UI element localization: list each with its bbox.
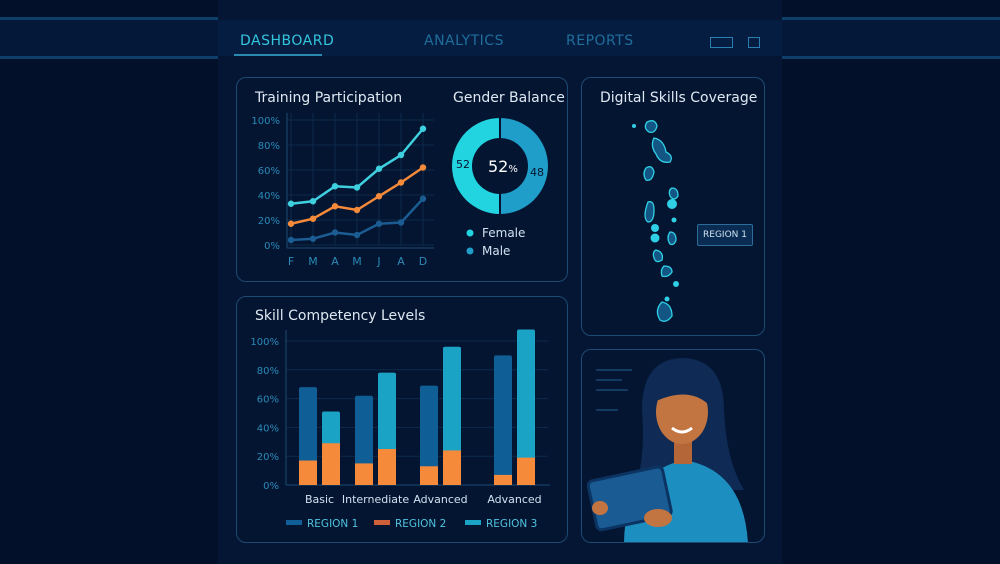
bar-region1 [420,385,438,485]
active-tab-indicator [234,54,322,56]
bar-region1 [494,355,512,485]
data-point [287,200,295,207]
data-point [419,164,427,171]
x-tick-label: M [352,255,362,268]
legend-male: Male [482,244,511,258]
map-card: Digital Skills Coverage REGION 1 [581,77,765,336]
data-point [309,235,317,242]
data-point [353,231,361,239]
bar-region2 [299,460,317,485]
y-tick-label: 20% [258,216,280,227]
data-point [287,220,295,227]
x-tick-label: J [376,255,380,268]
data-point [353,184,361,191]
y-tick-label: 80% [257,366,279,377]
gender-title: Gender Balance [453,90,565,106]
x-tick-label: A [397,255,405,268]
x-tick-label: F [288,255,294,268]
bar-region1 [355,395,373,485]
skills-title: Skill Competency Levels [255,308,426,324]
data-point [375,165,383,172]
y-tick-label: 40% [257,423,279,434]
bar-region2 [517,457,535,485]
data-point [375,193,383,200]
x-tick-label: M [308,255,318,268]
male-value: 48 [530,166,544,179]
data-point [331,183,339,190]
data-point [287,236,295,244]
category-label: Advanced [413,493,467,506]
legend-swatch [286,520,302,525]
y-tick-label: 100% [250,337,279,348]
y-tick-label: 60% [258,166,280,177]
tab-reports[interactable]: REPORTS [566,33,634,49]
tab-analytics[interactable]: ANALYTICS [424,33,504,49]
category-label: Internediate [342,493,409,506]
bar-region3 [517,329,535,485]
legend-label: REGION 2 [395,518,446,530]
legend-male-dot [466,247,474,255]
bar-region2 [420,466,438,485]
y-tick-label: 80% [258,141,280,152]
data-point [375,220,383,227]
legend-female-dot [466,229,474,237]
bar-region2 [322,443,340,485]
bar-region2 [443,450,461,485]
data-point [397,219,405,226]
x-tick-label: A [331,255,339,268]
y-tick-label: 60% [257,395,279,406]
category-label: Basic [305,493,334,506]
map-title: Digital Skills Coverage [600,90,758,106]
data-point [331,203,339,210]
category-label: Advanced [487,493,541,506]
legend-swatch [374,520,390,525]
data-point [309,198,317,205]
top-nav: DASHBOARD ANALYTICS REPORTS [218,20,782,56]
data-point [419,125,427,132]
legend-female: Female [482,226,526,240]
data-point [331,229,339,236]
islands-map [632,120,679,322]
bar-region2 [355,463,373,485]
region-label[interactable]: REGION 1 [697,224,753,246]
legend-label: REGION 1 [307,518,358,530]
donut-center-value: 52% [488,157,518,176]
skills-card: Skill Competency Levels [236,296,568,543]
legend-label: REGION 3 [486,518,537,530]
y-tick-label: 40% [258,191,280,202]
x-tick-label: D [419,255,427,268]
restore-icon[interactable] [748,37,760,48]
tab-dashboard[interactable]: DASHBOARD [240,33,335,49]
data-point [419,195,427,202]
data-point [397,179,405,186]
data-point [309,215,317,222]
bar-region2 [378,449,396,485]
woman-with-tablet-illustration [586,358,748,542]
y-tick-label: 20% [257,452,279,463]
illustration-card [581,349,765,543]
bar-region2 [494,474,512,485]
donut-female-slice [452,118,500,214]
y-tick-label: 0% [263,481,279,492]
y-tick-label: 0% [264,241,280,252]
y-tick-label: 100% [251,116,280,127]
training-title: Training Participation [255,90,403,106]
donut-male-slice [500,118,548,214]
legend-swatch [465,520,481,525]
female-value: 52 [456,158,470,171]
data-point [397,151,405,159]
data-point [353,206,361,214]
maximize-icon[interactable] [710,37,733,48]
